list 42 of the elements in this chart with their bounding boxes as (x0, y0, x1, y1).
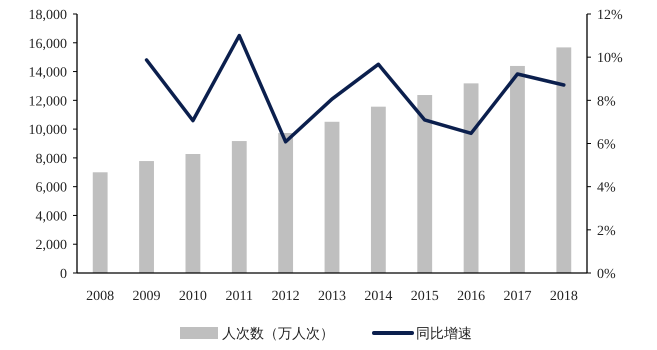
x-tick-label: 2009 (132, 289, 161, 304)
legend-label: 人次数（万人次） (222, 326, 334, 342)
bar (417, 95, 432, 273)
x-tick-label: 2011 (226, 289, 254, 304)
y2-tick-label: 2% (597, 224, 616, 239)
x-tick-label: 2015 (410, 289, 439, 304)
y2-tick-label: 10% (597, 51, 623, 66)
x-tick-label: 2012 (272, 289, 300, 304)
y-tick-label: 0 (60, 267, 67, 282)
y-tick-label: 12,000 (28, 94, 67, 110)
bar (510, 66, 525, 273)
bar (370, 106, 386, 273)
y-tick-label: 4,000 (36, 209, 67, 224)
line-series (144, 34, 566, 144)
y-tick-label: 14,000 (28, 66, 67, 81)
x-tick-label: 2013 (318, 289, 346, 304)
bar (556, 47, 572, 273)
y-tick-label: 6,000 (36, 180, 67, 196)
y-tick-label: 18,000 (28, 8, 67, 23)
bar (139, 161, 154, 273)
x-tick-label: 2014 (364, 289, 392, 304)
bar (278, 132, 294, 273)
bar (185, 154, 200, 273)
y2-tick-label: 0% (597, 267, 616, 282)
legend-label: 同比增速 (416, 326, 472, 342)
x-tick-label: 2016 (457, 289, 486, 304)
bar (92, 172, 108, 273)
y-tick-label: 16,000 (28, 36, 67, 52)
x-tick-label: 2010 (178, 289, 207, 304)
bar (232, 141, 247, 273)
bar (324, 122, 340, 273)
y2-tick-label: 6% (597, 138, 616, 152)
x-tick-label: 2017 (503, 289, 532, 304)
y2-tick-label: 12% (597, 8, 623, 23)
x-tick-label: 2018 (550, 289, 578, 304)
y-tick-label: 10,000 (28, 123, 67, 138)
y2-tick-label: 8% (597, 94, 616, 110)
y-tick-label: 8,000 (36, 152, 67, 167)
y2-tick-label: 4% (597, 180, 616, 196)
x-tick-label: 2008 (86, 289, 114, 304)
bar (464, 83, 479, 273)
y-tick-label: 2,000 (36, 238, 67, 254)
